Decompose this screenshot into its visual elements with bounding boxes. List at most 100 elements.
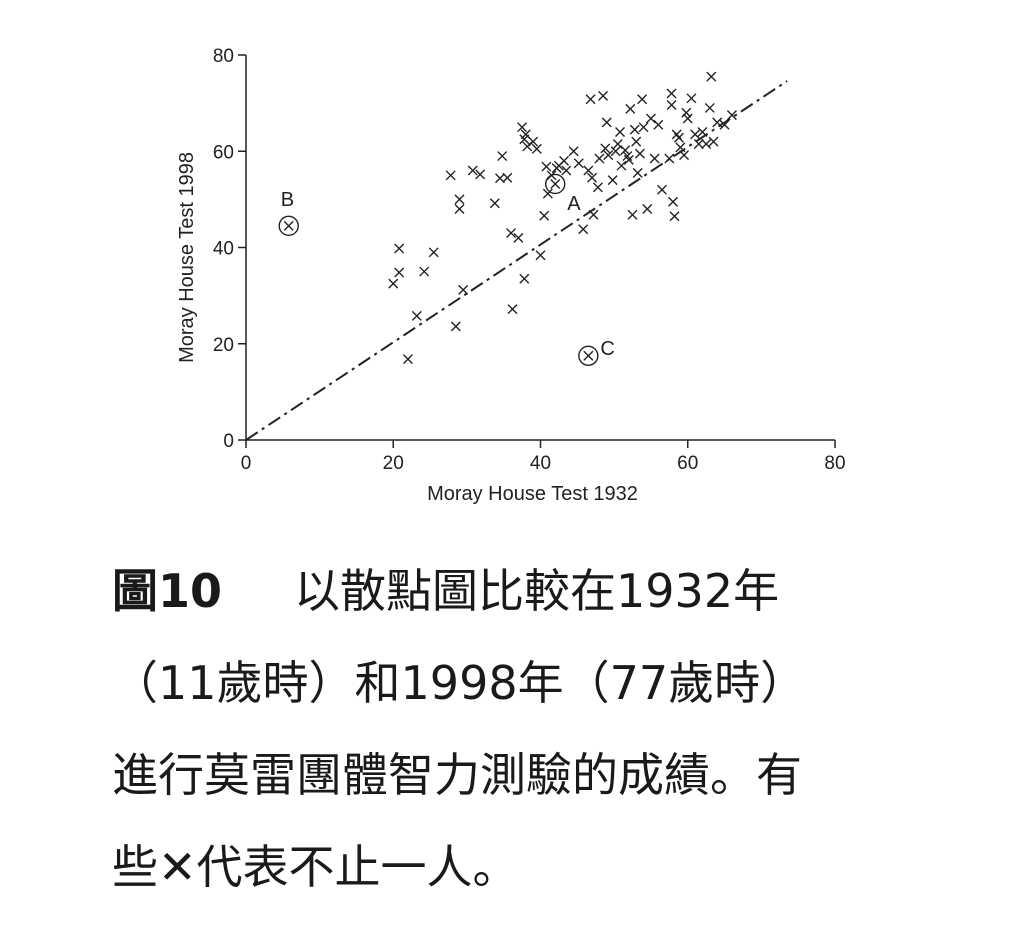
x-tick-label: 40 xyxy=(530,453,551,474)
data-point xyxy=(686,93,697,104)
data-point xyxy=(394,267,405,278)
data-point xyxy=(522,141,533,152)
data-point xyxy=(701,139,712,150)
annotated-point-circle xyxy=(545,173,566,195)
data-point xyxy=(568,146,579,157)
data-point xyxy=(428,247,439,258)
data-point xyxy=(653,119,664,130)
caption-line-4: 些✕代表不止一人。 xyxy=(112,840,519,894)
data-point xyxy=(594,153,605,164)
caption-line-2: （11歲時）和1998年（77歲時） xyxy=(112,656,807,710)
data-point xyxy=(517,122,528,133)
data-point xyxy=(668,196,679,207)
data-point xyxy=(679,150,690,161)
data-point xyxy=(585,94,596,105)
data-point xyxy=(664,153,675,164)
data-point xyxy=(697,127,708,137)
x-axis-label: Moray House Test 1932 xyxy=(427,483,638,505)
data-point xyxy=(531,143,542,154)
data-point xyxy=(708,136,719,147)
data-point xyxy=(411,310,422,321)
data-point xyxy=(542,188,553,199)
figure-caption: 圖10 以散點圖比較在1932年 （11歲時）和1998年（77歲時） 進行莫雷團… xyxy=(112,545,912,913)
x-tick-label: 60 xyxy=(677,453,698,474)
data-point xyxy=(612,139,623,150)
data-point xyxy=(669,211,680,222)
caption-text-1: 以散點圖比較在1932年 xyxy=(294,564,780,618)
data-point xyxy=(445,170,456,181)
annotated-point-marker xyxy=(283,220,294,231)
data-point xyxy=(634,148,645,159)
data-point xyxy=(706,71,717,82)
data-point xyxy=(475,169,486,180)
data-point xyxy=(489,198,500,209)
data-point xyxy=(600,143,611,154)
data-point xyxy=(578,224,589,235)
data-point xyxy=(573,158,584,169)
data-point xyxy=(587,172,598,183)
annotated-point-label: A xyxy=(567,193,581,215)
x-tick-label: 20 xyxy=(383,453,404,474)
data-point xyxy=(623,154,634,165)
annotated-point-circle xyxy=(578,345,599,366)
data-point xyxy=(458,284,469,295)
data-point xyxy=(627,209,638,220)
reference-line xyxy=(245,80,788,441)
data-point xyxy=(419,266,430,277)
data-point xyxy=(620,145,631,156)
data-point xyxy=(528,136,539,147)
data-point xyxy=(666,88,677,99)
data-point xyxy=(467,165,478,176)
data-point xyxy=(615,127,626,137)
data-point xyxy=(681,107,692,118)
data-point xyxy=(497,151,508,162)
annotated-point-circle xyxy=(278,215,299,237)
caption-line-1: 圖10 以散點圖比較在1932年 xyxy=(112,545,912,637)
data-point xyxy=(673,132,684,143)
data-point xyxy=(598,90,609,101)
data-point xyxy=(450,321,461,332)
data-point xyxy=(513,232,524,243)
data-point xyxy=(583,165,594,176)
data-point xyxy=(637,94,648,105)
data-point xyxy=(656,184,667,195)
data-point xyxy=(616,160,627,171)
data-point xyxy=(561,165,572,176)
data-point xyxy=(519,273,530,284)
data-point xyxy=(631,136,642,147)
data-point xyxy=(666,100,677,111)
data-point xyxy=(632,167,643,178)
data-point xyxy=(693,139,704,150)
data-point xyxy=(454,204,465,214)
x-tick-label: 80 xyxy=(824,453,845,474)
data-point xyxy=(535,250,546,261)
annotated-point-marker xyxy=(583,350,594,361)
data-point xyxy=(690,129,701,140)
data-point xyxy=(704,102,715,113)
y-tick-label: 20 xyxy=(213,335,234,356)
data-point xyxy=(682,113,693,124)
figure-label: 圖10 xyxy=(112,564,223,618)
y-tick-label: 80 xyxy=(213,46,234,67)
data-point xyxy=(388,278,399,289)
data-point xyxy=(638,122,649,133)
data-point xyxy=(454,194,465,205)
data-point xyxy=(402,354,413,365)
data-point xyxy=(726,110,737,121)
annotated-point-label: B xyxy=(281,189,294,211)
reference-line-layer xyxy=(245,80,788,441)
scatter-chart: 0 20 40 60 80 0 20 40 60 80 Moray House Test 1932 M… xyxy=(176,46,846,505)
data-point xyxy=(719,119,730,130)
y-axis-label: Moray House Test 1998 xyxy=(176,152,198,363)
data-point xyxy=(629,124,640,135)
data-point xyxy=(610,146,621,157)
data-point xyxy=(502,172,513,183)
x-tick-label: 0 xyxy=(241,453,252,474)
data-point xyxy=(506,228,517,239)
data-point xyxy=(559,155,570,166)
y-tick-label: 40 xyxy=(213,239,234,260)
annotated-point-label: C xyxy=(600,338,614,360)
annotated-point-marker xyxy=(550,178,561,189)
data-point xyxy=(601,117,612,128)
data-point xyxy=(541,161,552,172)
